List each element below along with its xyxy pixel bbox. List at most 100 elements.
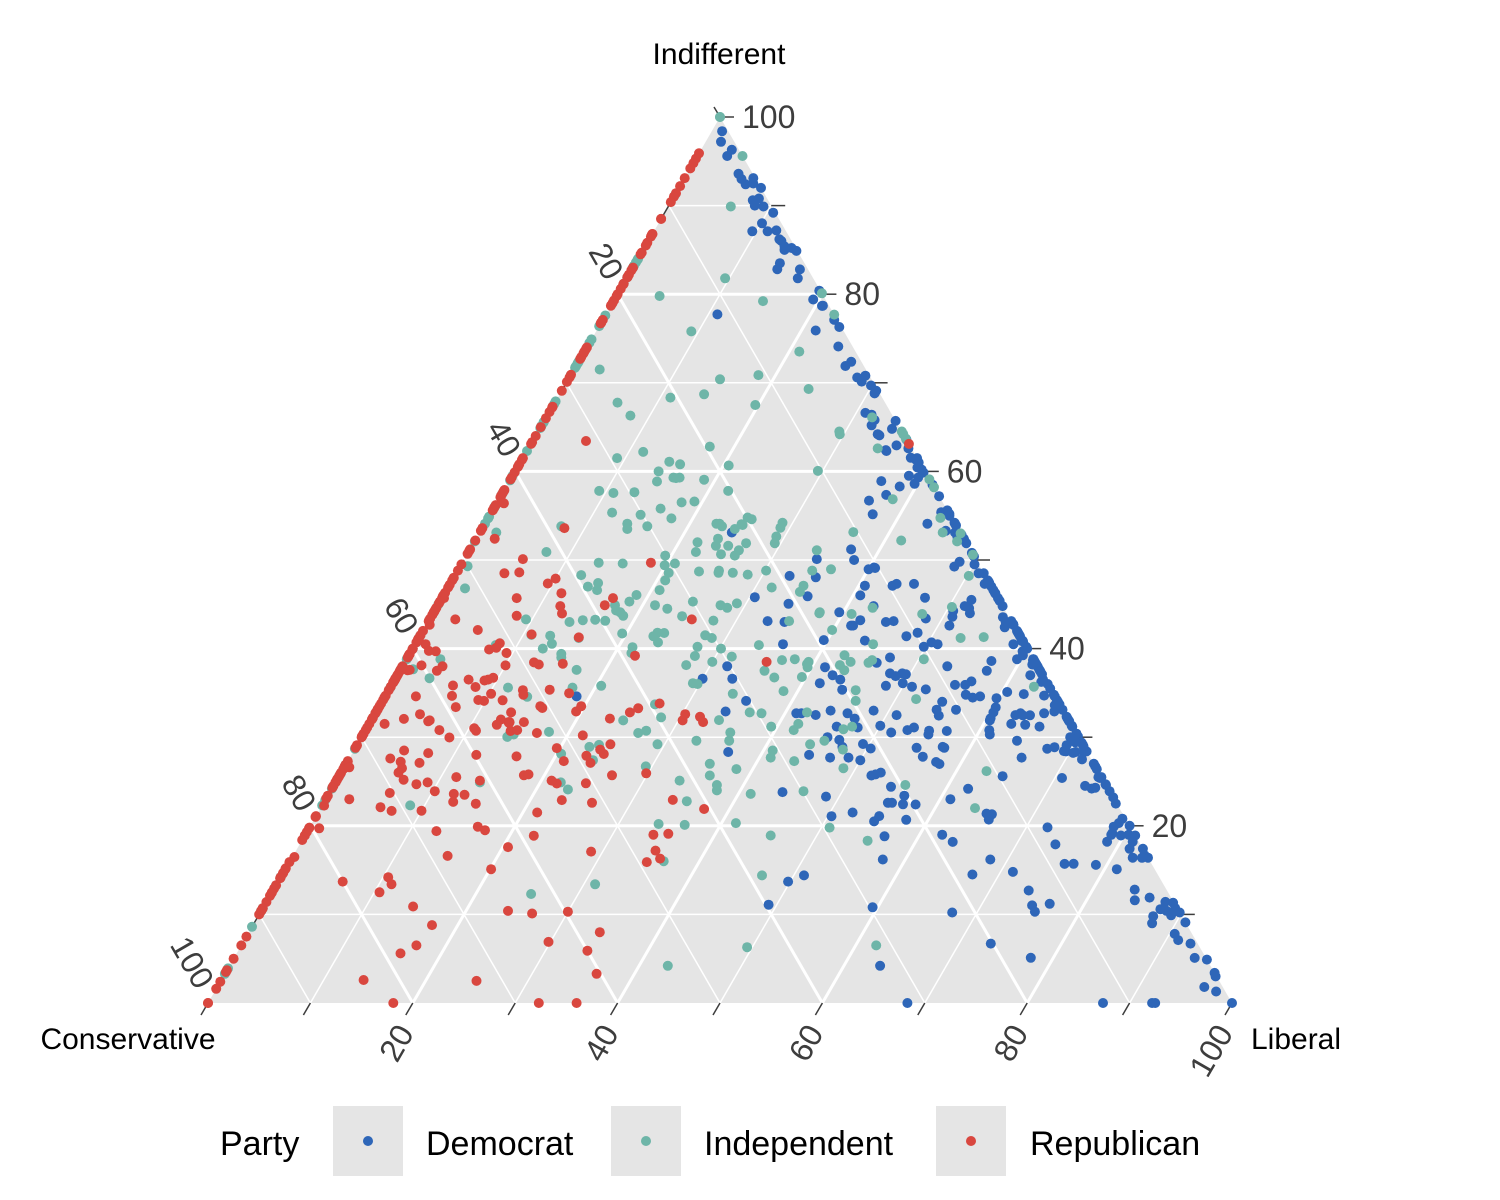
point-democrat bbox=[950, 679, 960, 690]
point-republican bbox=[531, 728, 542, 738]
point-democrat bbox=[1160, 896, 1171, 907]
grid-line bbox=[1128, 914, 1182, 1004]
point-democrat bbox=[842, 708, 853, 719]
point-republican bbox=[344, 794, 355, 805]
point-republican bbox=[535, 422, 546, 433]
point-democrat bbox=[905, 452, 916, 463]
point-independent bbox=[665, 392, 676, 403]
point-republican bbox=[533, 998, 544, 1008]
point-independent bbox=[837, 744, 848, 755]
point-republican bbox=[429, 786, 440, 797]
point-democrat bbox=[748, 173, 759, 184]
point-democrat bbox=[1209, 967, 1220, 978]
point-democrat bbox=[997, 771, 1008, 782]
point-independent bbox=[642, 521, 653, 532]
point-independent bbox=[692, 537, 703, 548]
point-independent bbox=[638, 446, 649, 457]
point-republican bbox=[618, 279, 629, 290]
point-independent bbox=[767, 745, 778, 756]
point-republican bbox=[526, 438, 537, 449]
point-democrat bbox=[1147, 998, 1158, 1008]
point-independent bbox=[896, 535, 907, 546]
point-republican bbox=[221, 965, 232, 976]
point-independent bbox=[694, 566, 704, 577]
point-independent bbox=[839, 665, 850, 676]
point-democrat bbox=[733, 168, 744, 179]
point-republican bbox=[699, 804, 710, 814]
point-democrat bbox=[973, 568, 984, 579]
point-democrat bbox=[869, 388, 880, 399]
point-democrat bbox=[756, 182, 766, 193]
point-independent bbox=[681, 660, 692, 671]
point-republican bbox=[386, 879, 397, 890]
point-democrat bbox=[821, 791, 831, 802]
grid-line bbox=[1025, 825, 1131, 1004]
point-republican bbox=[645, 557, 656, 568]
point-republican bbox=[650, 845, 661, 856]
point-democrat bbox=[768, 207, 779, 218]
point-independent bbox=[584, 741, 595, 752]
point-democrat bbox=[1080, 780, 1091, 791]
point-republican bbox=[471, 749, 482, 760]
point-independent bbox=[612, 453, 623, 464]
point-democrat bbox=[772, 264, 783, 275]
point-democrat bbox=[1077, 754, 1087, 765]
point-independent bbox=[750, 400, 761, 410]
point-independent bbox=[460, 583, 470, 594]
point-independent bbox=[686, 326, 697, 337]
point-independent bbox=[834, 426, 845, 437]
point-democrat bbox=[931, 704, 942, 715]
point-independent bbox=[635, 509, 646, 520]
point-independent bbox=[807, 565, 818, 576]
point-independent bbox=[711, 785, 722, 796]
point-independent bbox=[753, 370, 764, 381]
point-democrat bbox=[912, 462, 923, 473]
point-independent bbox=[582, 581, 593, 592]
point-republican bbox=[557, 658, 568, 669]
point-democrat bbox=[747, 226, 758, 237]
point-democrat bbox=[1035, 666, 1046, 677]
point-independent bbox=[847, 721, 858, 732]
tick-mark bbox=[814, 1002, 824, 1016]
point-independent bbox=[731, 598, 742, 609]
point-democrat bbox=[825, 752, 836, 763]
point-republican bbox=[663, 828, 674, 839]
point-democrat bbox=[944, 508, 955, 519]
point-republican bbox=[586, 846, 597, 857]
point-democrat bbox=[783, 876, 794, 887]
point-democrat bbox=[902, 998, 913, 1008]
point-republican bbox=[266, 888, 277, 899]
point-republican bbox=[397, 661, 408, 672]
point-republican bbox=[903, 438, 914, 449]
point-republican bbox=[473, 695, 484, 705]
point-republican bbox=[544, 684, 555, 695]
point-democrat bbox=[954, 556, 965, 567]
point-democrat bbox=[1090, 782, 1101, 793]
point-democrat bbox=[855, 590, 866, 601]
point-independent bbox=[662, 603, 673, 614]
point-republican bbox=[337, 876, 348, 887]
point-republican bbox=[448, 680, 458, 691]
point-independent bbox=[981, 766, 992, 777]
point-democrat bbox=[716, 136, 726, 147]
grid-line bbox=[565, 382, 926, 1004]
point-democrat bbox=[865, 743, 876, 754]
point-republican bbox=[463, 674, 474, 685]
point-independent bbox=[722, 602, 733, 613]
grid-line bbox=[668, 205, 1131, 1004]
point-republican bbox=[393, 767, 404, 778]
point-independent bbox=[723, 485, 734, 496]
legend: Party Democrat Independent Republican bbox=[220, 1106, 1200, 1176]
point-republican bbox=[599, 600, 610, 611]
point-independent bbox=[689, 651, 700, 661]
point-independent bbox=[663, 567, 674, 578]
point-democrat bbox=[1129, 884, 1140, 895]
point-democrat bbox=[1090, 859, 1101, 870]
point-independent bbox=[679, 819, 690, 830]
point-independent bbox=[600, 615, 611, 626]
point-democrat bbox=[846, 620, 857, 631]
point-democrat bbox=[870, 563, 881, 573]
point-independent bbox=[730, 818, 741, 829]
point-democrat bbox=[1199, 982, 1210, 992]
point-democrat bbox=[890, 671, 901, 682]
